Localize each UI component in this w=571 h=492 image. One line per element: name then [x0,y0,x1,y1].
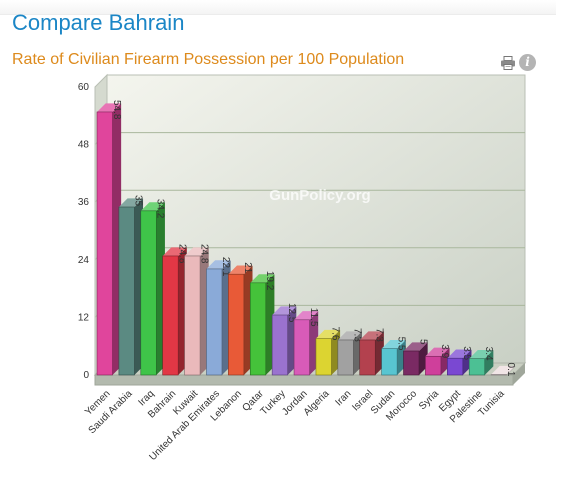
bar-top [491,365,516,375]
data-label: 11.5 [308,308,319,327]
bar [447,357,464,376]
bar-top [403,342,428,351]
y-tick-label: 12 [78,312,90,323]
data-label: 24.8 [176,244,187,264]
bar [381,348,398,376]
data-label: 5.5 [395,337,406,351]
bar-top [162,247,187,256]
y-tick-label: 0 [83,370,89,381]
data-label: 5 [417,339,428,345]
bar-top [315,329,341,339]
bar [359,339,376,376]
x-tick-label: Syria [417,388,441,412]
bar-top [97,103,122,112]
bar [337,339,354,376]
bar [468,358,486,376]
info-icon[interactable]: i [519,54,536,71]
bar [271,314,288,376]
data-label: 3.9 [439,344,450,358]
bar [206,268,223,376]
data-label: 12.5 [286,303,297,323]
y-tick-label: 48 [78,140,90,151]
data-label: 22.1 [220,257,231,277]
data-label: 7.6 [330,327,341,341]
data-label: 0.1 [505,363,516,377]
bar [490,374,507,376]
bar [403,350,420,376]
plot-floor-front [94,374,514,386]
bar [184,255,201,376]
bar-top [425,347,450,357]
data-label: 3.5 [461,346,472,360]
bar-top [228,265,253,275]
bar [96,111,113,376]
bar-top [184,247,209,256]
bar [249,282,267,376]
data-label: 7.3 [373,328,384,342]
header-bar [0,0,556,15]
bar-top [294,311,319,320]
bar-top [359,331,384,340]
y-tick-label: 60 [78,82,90,93]
data-label: 7.3 [352,328,363,342]
bar [140,210,157,376]
data-label: 35 [133,195,144,207]
bar [293,319,310,376]
bar-top [469,350,494,359]
bar-side [484,350,494,375]
chart-title: Rate of Civilian Firearm Possession per … [12,51,405,68]
bar-top [337,331,362,340]
bar-side [462,349,472,375]
y-tick-label: 24 [78,255,90,266]
bar [425,355,442,376]
data-label: 54.8 [111,100,122,120]
x-tick-label: Algeria [302,388,332,418]
bar [315,338,332,376]
bar [118,206,135,376]
data-label: 3.4 [483,347,494,361]
bar [228,273,245,376]
plot-floor-side [513,363,525,385]
page-title: Compare Bahrain [12,10,185,35]
bar-top [381,339,406,349]
bar-top [447,349,472,359]
bar-top [206,260,231,269]
y-tick-label: 36 [78,197,90,208]
data-label: 24.8 [198,244,209,264]
data-label: 21 [242,262,253,274]
bar-side [506,365,516,375]
printer-icon[interactable] [500,56,516,70]
watermark: GunPolicy.org [269,187,370,204]
bar-top [272,306,297,315]
bar-top [118,198,144,207]
bar [162,255,179,376]
data-label: 34.2 [155,199,166,219]
bar-top [140,202,165,211]
bar-top [250,274,275,283]
data-label: 19.2 [264,271,275,291]
